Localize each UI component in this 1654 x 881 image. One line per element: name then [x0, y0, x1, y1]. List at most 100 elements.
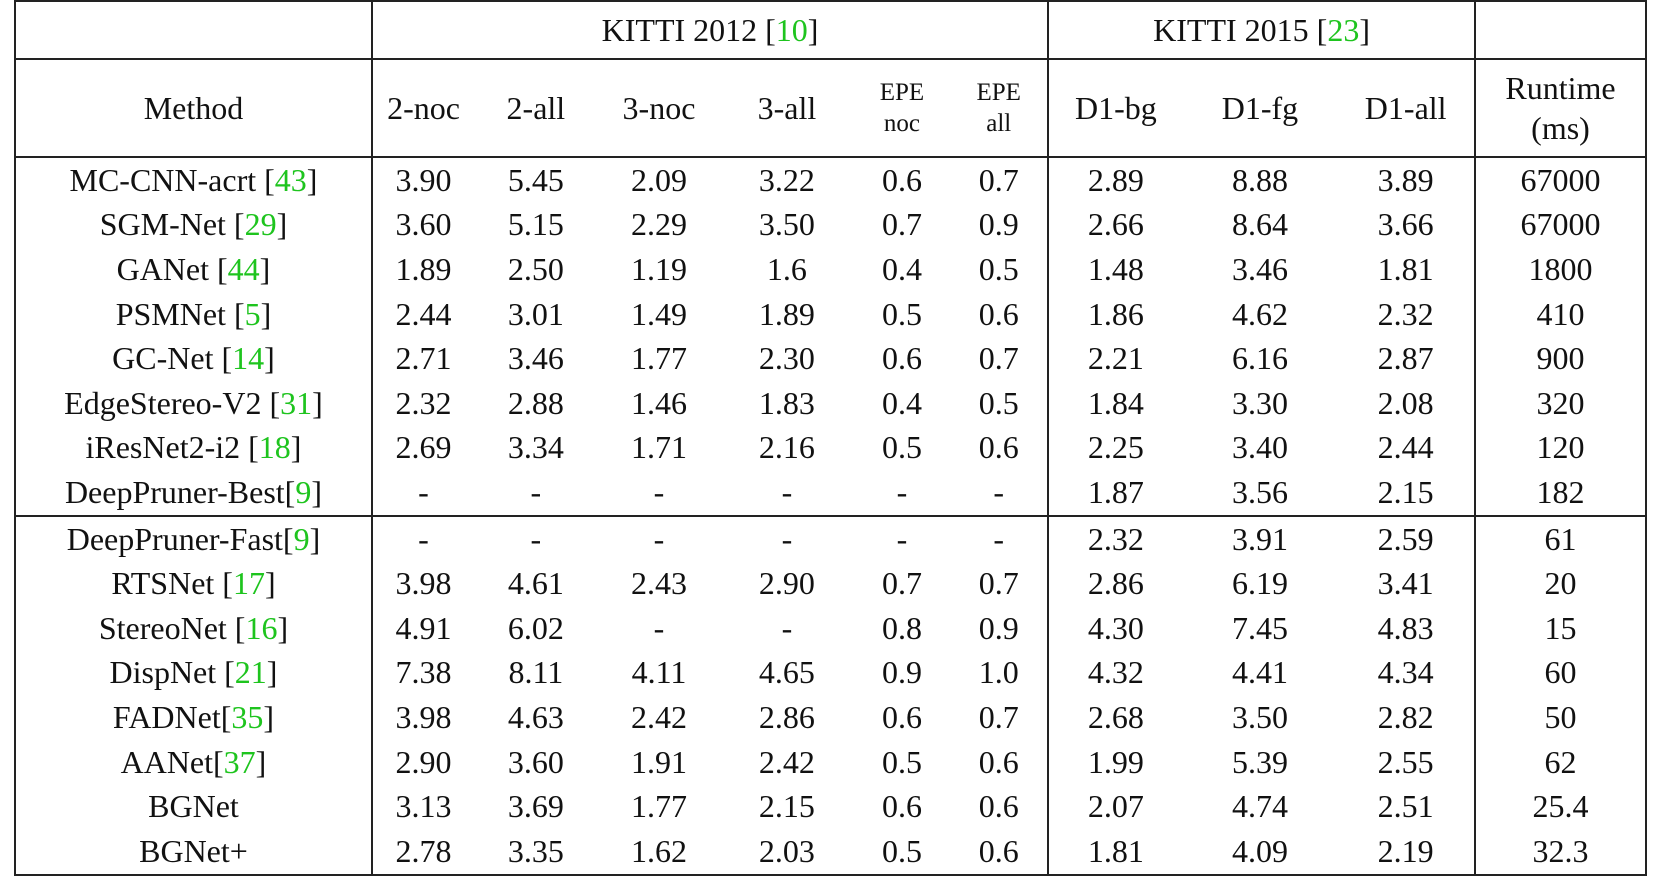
method-citation[interactable]: 35 — [231, 698, 264, 735]
epe-all-line-1: EPE — [976, 79, 1021, 106]
cell-3-noc: - — [653, 609, 665, 646]
cell-d1-all: 2.82 — [1337, 695, 1476, 740]
cell-d1-bg: 2.32 — [1087, 520, 1144, 557]
cell-epe-all: 0.7 — [950, 157, 1050, 203]
cell-2-noc: 3.60 — [395, 206, 452, 243]
cell-2-all: 5.15 — [507, 206, 564, 243]
method-cell: StereoNet [16] — [15, 605, 373, 651]
cell-epe-noc: 0.5 — [881, 295, 922, 332]
cell-d1-all: 1.81 — [1337, 247, 1476, 292]
cell-epe-noc: 0.7 — [881, 565, 922, 602]
cell-epe-all: 0.5 — [950, 247, 1050, 292]
table-row: FADNet[35] 3.98 4.63 2.42 2.86 0.6 0.7 2.68 3.50… — [15, 695, 1646, 740]
cell-d1-bg: 1.84 — [1087, 384, 1144, 421]
cell-d1-fg: 8.88 — [1231, 161, 1288, 198]
epe-noc-line-1: EPE — [879, 79, 925, 106]
method-citation[interactable]: 43 — [274, 161, 307, 198]
col-d1-fg-header: D1-fg — [1182, 59, 1338, 158]
cell-d1-all: 4.83 — [1337, 605, 1476, 651]
table-row: RTSNet [17] 3.98 4.61 2.43 2.90 0.7 0.7 2.86 6.1… — [15, 561, 1646, 606]
cell-d1-all: 2.87 — [1337, 336, 1476, 381]
empty-runtime-header-cell — [1474, 1, 1646, 60]
cell-3-noc: 1.91 — [630, 743, 687, 780]
cell-3-all: 1.89 — [758, 295, 815, 332]
cell-d1-bg: 1.81 — [1087, 832, 1144, 869]
kitti-2015-citation[interactable]: 23 — [1327, 11, 1360, 48]
cell-d1-fg: 3.56 — [1182, 470, 1338, 517]
method-name: RTSNet — [111, 565, 223, 602]
cell-2-noc: 7.38 — [395, 654, 452, 691]
cell-3-all: 2.30 — [758, 340, 815, 377]
cell-3-all: 3.22 — [758, 161, 815, 198]
cell-3-noc: 1.77 — [630, 340, 687, 377]
method-cell: MC-CNN-acrt [43] — [15, 157, 373, 203]
cell-d1-bg: 2.21 — [1087, 340, 1144, 377]
cell-2-all: 8.11 — [508, 654, 564, 691]
cell-epe-all: 0.9 — [950, 202, 1050, 248]
cell-d1-all: 3.66 — [1337, 202, 1476, 248]
method-citation[interactable]: 9 — [295, 473, 312, 510]
cell-epe-noc: 0.6 — [881, 161, 922, 198]
method-citation[interactable]: 16 — [245, 609, 278, 646]
cell-d1-all: 3.89 — [1337, 157, 1476, 203]
col-epe-all-header: EPE all — [950, 59, 1050, 158]
cell-runtime: 20 — [1544, 565, 1577, 602]
method-citation[interactable]: 37 — [223, 743, 256, 780]
empty-corner-cell — [15, 1, 373, 60]
cell-3-all: - — [781, 520, 793, 557]
cell-epe-all: 0.9 — [950, 605, 1050, 651]
method-cell: PSMNet [5] — [15, 291, 373, 337]
method-citation[interactable]: 5 — [244, 295, 261, 332]
method-name: BGNet — [148, 788, 239, 825]
cell-d1-all: 4.34 — [1337, 650, 1476, 696]
cell-2-all: - — [530, 520, 542, 557]
cell-d1-fg: 6.16 — [1231, 340, 1288, 377]
col-runtime-header: Runtime (ms) — [1474, 59, 1646, 158]
table-row: GANet [44] 1.89 2.50 1.19 1.6 0.4 0.5 1.48 3.46 1… — [15, 247, 1646, 292]
kitti-2012-citation[interactable]: 10 — [775, 11, 808, 48]
cell-3-noc: 2.42 — [630, 698, 687, 735]
cell-2-noc: 2.44 — [395, 295, 452, 332]
method-citation[interactable]: 44 — [227, 250, 260, 287]
method-cell: BGNet — [15, 784, 373, 829]
method-citation[interactable]: 14 — [232, 340, 265, 377]
cell-d1-bg: 1.48 — [1087, 250, 1144, 287]
cell-epe-noc: - — [896, 520, 908, 557]
cell-2-all: - — [474, 470, 598, 517]
method-citation[interactable]: 9 — [293, 520, 310, 557]
method-cell: RTSNet [17] — [15, 561, 373, 606]
cell-2-noc: 2.90 — [395, 743, 452, 780]
cell-d1-fg: 4.62 — [1231, 295, 1288, 332]
method-citation[interactable]: 18 — [258, 429, 291, 466]
cell-2-noc: 2.78 — [395, 832, 452, 869]
cell-d1-all: 2.55 — [1337, 739, 1476, 785]
cell-epe-all: 0.5 — [950, 380, 1050, 426]
cell-epe-noc: 0.5 — [881, 429, 922, 466]
col-3-noc-header: 3-noc — [597, 59, 721, 158]
method-citation[interactable]: 29 — [244, 206, 277, 243]
cell-d1-bg: 2.07 — [1087, 788, 1144, 825]
cell-3-noc: 1.71 — [630, 429, 687, 466]
method-name: EdgeStereo-V2 — [64, 384, 270, 421]
cell-d1-fg: 3.46 — [1231, 250, 1288, 287]
results-table: KITTI 2012 [10] KITTI 2015 [23] Method 2… — [14, 0, 1647, 876]
table-row: DeepPruner-Best[9] - - - - - -1.87 3.56 2.15 182 — [15, 470, 1646, 517]
method-cell: DeepPruner-Fast[9] — [15, 515, 373, 562]
method-citation[interactable]: 17 — [232, 565, 265, 602]
table-row: MC-CNN-acrt [43] 3.90 5.45 2.09 3.22 0.6 0.7 2.… — [15, 157, 1646, 203]
cell-3-noc: 1.77 — [630, 788, 687, 825]
cell-runtime: 120 — [1536, 429, 1585, 466]
cell-2-noc: 3.13 — [395, 788, 452, 825]
cell-2-noc: 2.32 — [395, 384, 452, 421]
method-citation[interactable]: 21 — [234, 654, 267, 691]
cell-epe-all: 0.6 — [950, 425, 1050, 471]
method-name: DeepPruner-Fast — [66, 520, 283, 557]
table-row: DispNet [21] 7.38 8.11 4.11 4.65 0.9 1.0 4.32 4.… — [15, 650, 1646, 696]
cell-d1-bg: 4.30 — [1087, 609, 1144, 646]
method-name: FADNet — [112, 698, 221, 735]
cell-d1-fg: 4.41 — [1231, 654, 1288, 691]
method-citation[interactable]: 31 — [280, 384, 313, 421]
cell-d1-bg: 1.86 — [1087, 295, 1144, 332]
method-name: MC-CNN-acrt — [69, 161, 265, 198]
col-2-all-header: 2-all — [474, 59, 598, 158]
